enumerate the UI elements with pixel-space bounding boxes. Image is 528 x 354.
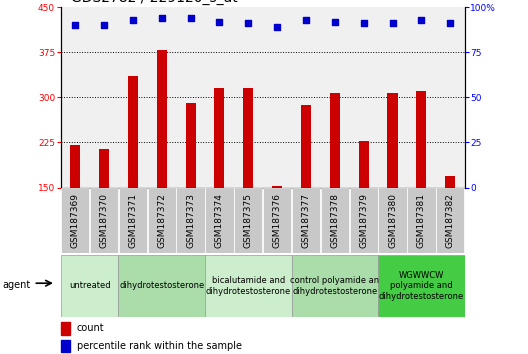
Text: GSM187381: GSM187381 [417,193,426,248]
Bar [272,187,282,278]
Bar [61,322,70,335]
Bar [301,104,311,278]
FancyBboxPatch shape [320,188,349,253]
Point [215,19,224,24]
Point [186,15,195,21]
FancyBboxPatch shape [291,255,378,317]
Text: GSM187376: GSM187376 [272,193,281,248]
Bar [99,149,109,278]
Text: GSM187370: GSM187370 [99,193,108,248]
FancyBboxPatch shape [407,188,436,253]
FancyBboxPatch shape [90,188,118,253]
Text: dihydrotestosterone: dihydrotestosterone [119,281,204,290]
Bar [330,92,340,278]
Text: WGWWCW
polyamide and
dihydrotestosterone: WGWWCW polyamide and dihydrotestosterone [379,271,464,301]
Text: GSM187377: GSM187377 [301,193,310,248]
Text: agent: agent [3,280,31,290]
Bar [214,88,224,278]
Text: GSM187372: GSM187372 [157,193,166,248]
Bar [157,50,167,278]
FancyBboxPatch shape [234,188,262,253]
Point [71,22,79,28]
FancyBboxPatch shape [205,188,233,253]
Point [417,17,426,23]
FancyBboxPatch shape [147,188,176,253]
Text: GDS2782 / 229120_s_at: GDS2782 / 229120_s_at [71,0,238,5]
Text: untreated: untreated [69,281,110,290]
Point [360,21,368,26]
FancyBboxPatch shape [205,255,291,317]
FancyBboxPatch shape [263,188,291,253]
Bar [185,103,195,278]
FancyBboxPatch shape [292,188,320,253]
Text: GSM187382: GSM187382 [446,193,455,248]
Text: GSM187371: GSM187371 [128,193,137,248]
Text: GSM187378: GSM187378 [331,193,340,248]
Text: GSM187379: GSM187379 [359,193,368,248]
Bar [70,145,80,278]
Bar [243,88,253,278]
Point [273,24,281,30]
Text: GSM187380: GSM187380 [388,193,397,248]
Bar [359,141,369,278]
Point [446,21,455,26]
FancyBboxPatch shape [378,255,465,317]
Bar [416,91,427,278]
FancyBboxPatch shape [118,255,205,317]
Point [301,17,310,23]
Text: percentile rank within the sample: percentile rank within the sample [77,341,242,351]
Text: GSM187373: GSM187373 [186,193,195,248]
Bar [128,76,138,278]
Text: GSM187369: GSM187369 [71,193,80,248]
FancyBboxPatch shape [61,188,89,253]
FancyBboxPatch shape [119,188,147,253]
Point [157,15,166,21]
FancyBboxPatch shape [379,188,407,253]
Text: GSM187374: GSM187374 [215,193,224,248]
Point [331,19,339,24]
Text: count: count [77,323,105,333]
Text: GSM187375: GSM187375 [244,193,253,248]
Point [388,21,397,26]
FancyBboxPatch shape [436,188,464,253]
FancyBboxPatch shape [176,188,205,253]
Bar [388,92,398,278]
FancyBboxPatch shape [350,188,378,253]
Text: bicalutamide and
dihydrotestosterone: bicalutamide and dihydrotestosterone [205,276,291,296]
FancyBboxPatch shape [61,255,118,317]
Point [100,22,108,28]
Bar [445,176,455,278]
Point [244,21,252,26]
Point [129,17,137,23]
Text: control polyamide an
dihydrotestosterone: control polyamide an dihydrotestosterone [290,276,380,296]
Bar [61,340,70,352]
